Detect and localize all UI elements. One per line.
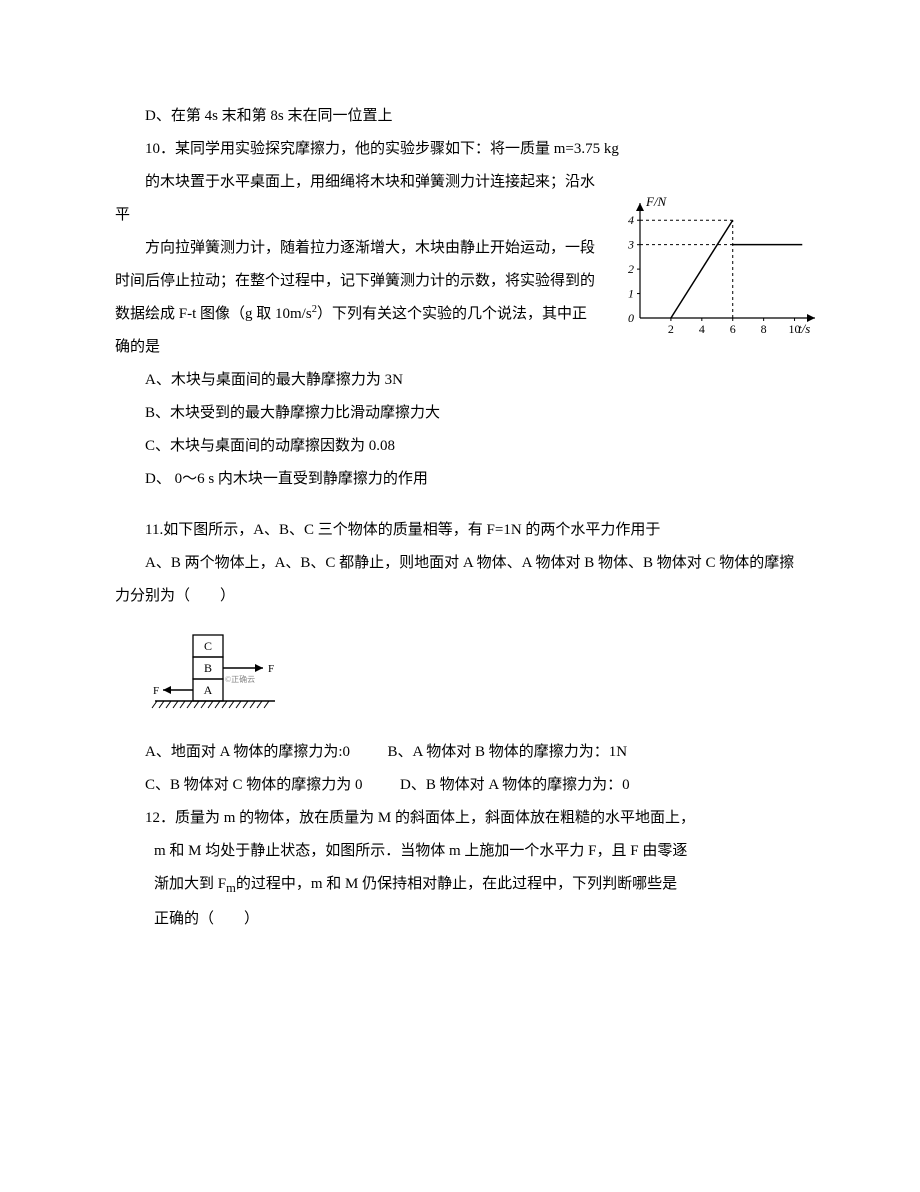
- svg-text:F/N: F/N: [645, 194, 668, 209]
- q11-text-1: 如下图所示，A、B、C 三个物体的质量相等，有 F=1N 的两个水平力作用于: [163, 522, 660, 538]
- q10-text-3: 方向拉弹簧测力计，随着拉力逐渐增大，木块由静止开始运动，一段时间后停止拉动；在整…: [115, 232, 595, 364]
- q11-options-row1: A、地面对 A 物体的摩擦力为:0 B、A 物体对 B 物体的摩擦力为：1N: [115, 736, 805, 769]
- q12-sub: m: [226, 881, 236, 895]
- q10-option-d: D、 0～6 s 内木块一直受到静摩擦力的作用: [115, 463, 805, 496]
- svg-text:6: 6: [730, 322, 736, 336]
- q11: 11.如下图所示，A、B、C 三个物体的质量相等，有 F=1N 的两个水平力作用…: [115, 514, 805, 802]
- svg-text:F: F: [153, 685, 159, 697]
- q12-number: 12．: [145, 810, 175, 826]
- q10-text-1: 某同学用实验探究摩擦力，他的实验步骤如下：将一质量 m=3.75 kg: [175, 141, 619, 157]
- svg-text:B: B: [204, 661, 212, 675]
- q11-diagram: CBA F F ©正确云: [145, 623, 285, 713]
- q10-option-c: C、木块与桌面间的动摩擦因数为 0.08: [115, 430, 805, 463]
- q12-text-1: 质量为 m 的物体，放在质量为 M 的斜面体上，斜面体放在粗糙的水平地面上，: [175, 810, 695, 826]
- q11-option-a: A、地面对 A 物体的摩擦力为:0: [145, 744, 350, 760]
- q12: 12．质量为 m 的物体，放在质量为 M 的斜面体上，斜面体放在粗糙的水平地面上…: [115, 802, 805, 936]
- svg-text:C: C: [204, 639, 212, 653]
- svg-text:t/s: t/s: [798, 321, 810, 336]
- svg-text:0: 0: [628, 311, 634, 325]
- svg-text:4: 4: [699, 322, 705, 336]
- q11-line1: 11.如下图所示，A、B、C 三个物体的质量相等，有 F=1N 的两个水平力作用…: [115, 514, 805, 547]
- svg-text:8: 8: [761, 322, 767, 336]
- q11-number: 11.: [145, 522, 163, 538]
- svg-text:1: 1: [628, 287, 634, 301]
- q10: 10．某同学用实验探究摩擦力，他的实验步骤如下：将一质量 m=3.75 kg 的…: [115, 133, 805, 496]
- svg-text:2: 2: [668, 322, 674, 336]
- q10-wrapped-text: 的木块置于水平桌面上，用细绳将木块和弹簧测力计连接起来；沿水平 方向拉弹簧测力计…: [115, 166, 595, 364]
- spacer: [115, 496, 805, 514]
- q10-option-b: B、木块受到的最大静摩擦力比滑动摩擦力大: [115, 397, 805, 430]
- q12-line2: m 和 M 均处于静止状态，如图所示．当物体 m 上施加一个水平力 F，且 F …: [115, 835, 805, 868]
- q12-line4: 正确的（ ）: [115, 903, 805, 936]
- svg-text:F: F: [268, 663, 274, 675]
- q11-option-d: D、B 物体对 A 物体的摩擦力为：0: [400, 777, 630, 793]
- q12-text-3b: 的过程中，m 和 M 仍保持相对静止，在此过程中，下列判断哪些是: [236, 876, 677, 892]
- q12-text-3a: 渐加大到 F: [154, 876, 226, 892]
- svg-text:2: 2: [628, 262, 634, 276]
- q11-option-c: C、B 物体对 C 物体的摩擦力为 0: [145, 777, 363, 793]
- q11-option-b: B、A 物体对 B 物体的摩擦力为：1N: [388, 744, 628, 760]
- svg-text:A: A: [204, 683, 213, 697]
- q10-option-a: A、木块与桌面间的最大静摩擦力为 3N: [115, 364, 805, 397]
- svg-text:©正确云: ©正确云: [225, 674, 255, 684]
- q12-line1: 12．质量为 m 的物体，放在质量为 M 的斜面体上，斜面体放在粗糙的水平地面上…: [115, 802, 805, 835]
- q10-number: 10．: [145, 141, 175, 157]
- q10-stem-line1: 10．某同学用实验探究摩擦力，他的实验步骤如下：将一质量 m=3.75 kg: [115, 133, 805, 166]
- q11-line2: A、B 两个物体上，A、B、C 都静止，则地面对 A 物体、A 物体对 B 物体…: [115, 547, 805, 613]
- q11-options-row2: C、B 物体对 C 物体的摩擦力为 0 D、B 物体对 A 物体的摩擦力为：0: [115, 769, 805, 802]
- q9-option-d: D、在第 4s 末和第 8s 末在同一位置上: [115, 100, 805, 133]
- page: D、在第 4s 末和第 8s 末在同一位置上 10．某同学用实验探究摩擦力，他的…: [0, 0, 920, 986]
- svg-text:3: 3: [627, 238, 634, 252]
- q10-text-2: 的木块置于水平桌面上，用细绳将木块和弹簧测力计连接起来；沿水平: [115, 166, 595, 232]
- q10-chart: 01234246810F/Nt/s: [615, 188, 825, 338]
- svg-text:4: 4: [628, 213, 634, 227]
- q12-line3: 渐加大到 Fm的过程中，m 和 M 仍保持相对静止，在此过程中，下列判断哪些是: [115, 868, 805, 903]
